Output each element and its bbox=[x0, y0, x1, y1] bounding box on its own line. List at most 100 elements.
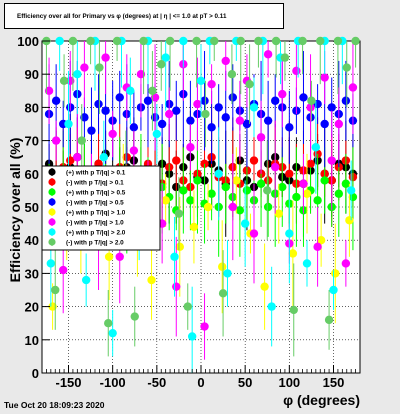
data-point bbox=[232, 176, 241, 185]
data-point bbox=[115, 252, 124, 261]
data-point bbox=[186, 116, 195, 125]
legend-entry: (-) with p T/|q| > 1.0 bbox=[66, 220, 124, 227]
data-point bbox=[59, 265, 68, 275]
data-point bbox=[331, 269, 340, 278]
data-point bbox=[311, 143, 321, 152]
data-point bbox=[329, 285, 338, 295]
data-point bbox=[348, 83, 358, 92]
x-tick-label: 0 bbox=[197, 375, 204, 390]
data-point bbox=[170, 252, 179, 261]
data-point bbox=[288, 249, 298, 258]
legend-entry: (-) with p T/|q| > 0.5 bbox=[66, 200, 124, 207]
x-axis-label: φ (degrees) bbox=[283, 392, 360, 408]
data-point bbox=[95, 63, 104, 72]
data-point bbox=[101, 53, 110, 62]
data-point bbox=[285, 169, 294, 178]
data-point bbox=[147, 275, 156, 285]
data-point bbox=[320, 73, 329, 82]
data-point bbox=[263, 186, 272, 195]
axes: -150 -100 -50 0 50 100 150 0 10 20 30 40 50 60 70 80 90 1… bbox=[17, 34, 356, 390]
data-point bbox=[187, 332, 197, 341]
data-point bbox=[55, 36, 64, 46]
data-point bbox=[228, 202, 237, 212]
data-point bbox=[81, 275, 91, 285]
data-point bbox=[172, 106, 181, 115]
legend-marker bbox=[48, 218, 56, 226]
data-point bbox=[298, 36, 307, 46]
y-tick-label: 0 bbox=[32, 366, 39, 381]
data-point bbox=[214, 169, 223, 178]
data-point bbox=[292, 192, 301, 202]
data-point bbox=[242, 119, 252, 129]
data-point bbox=[278, 89, 287, 99]
data-point bbox=[161, 53, 170, 62]
data-point bbox=[73, 70, 82, 79]
data-point bbox=[256, 133, 266, 142]
y-tick-label: 50 bbox=[25, 200, 39, 215]
data-point bbox=[99, 153, 109, 162]
legend-entry: (+) with p T/|q| > 0.1 bbox=[66, 170, 126, 177]
data-point bbox=[179, 186, 188, 195]
y-tick-label: 80 bbox=[25, 100, 39, 115]
data-point bbox=[235, 116, 245, 125]
data-point bbox=[285, 229, 294, 238]
data-point bbox=[263, 116, 273, 125]
data-point bbox=[235, 206, 245, 215]
data-point bbox=[80, 113, 89, 122]
data-point bbox=[306, 103, 315, 112]
legend-box bbox=[41, 165, 161, 251]
data-point bbox=[263, 50, 273, 59]
x-tick-label: 150 bbox=[323, 375, 345, 390]
data-point bbox=[327, 103, 336, 112]
legend-entry: (+) with p T/|q| > 2.0 bbox=[66, 230, 126, 237]
data-point bbox=[157, 119, 167, 129]
data-point bbox=[341, 179, 351, 188]
data-point bbox=[165, 109, 174, 119]
data-point bbox=[143, 96, 153, 105]
data-point bbox=[221, 182, 230, 192]
data-point bbox=[278, 182, 287, 192]
data-point bbox=[68, 36, 78, 46]
data-point bbox=[292, 66, 301, 76]
data-point bbox=[179, 36, 188, 46]
data-point bbox=[86, 36, 95, 46]
data-point bbox=[324, 315, 334, 325]
data-point bbox=[346, 186, 356, 195]
data-point bbox=[150, 93, 160, 102]
data-point bbox=[77, 136, 86, 145]
legend-entry: (+) with p T/|q| > 1.0 bbox=[66, 210, 126, 217]
data-point bbox=[152, 129, 162, 139]
y-tick-label: 10 bbox=[25, 333, 39, 348]
data-point bbox=[316, 236, 326, 245]
data-point bbox=[274, 209, 283, 218]
x-tick-label: 50 bbox=[238, 375, 252, 390]
y-tick-label: 100 bbox=[17, 34, 39, 49]
data-point bbox=[203, 202, 213, 212]
data-point bbox=[129, 123, 139, 132]
data-point bbox=[271, 96, 280, 105]
x-tick-label: -150 bbox=[55, 375, 81, 390]
data-point bbox=[327, 156, 336, 165]
data-point bbox=[316, 36, 325, 46]
data-point bbox=[351, 36, 360, 46]
data-point bbox=[104, 252, 114, 261]
data-point bbox=[342, 63, 351, 72]
data-point bbox=[249, 156, 259, 165]
data-point bbox=[320, 119, 329, 129]
data-point bbox=[249, 103, 259, 112]
timestamp: Tue Oct 20 18:09:23 2020 bbox=[4, 400, 105, 410]
data-point bbox=[59, 76, 69, 86]
data-point bbox=[80, 63, 89, 72]
data-point bbox=[271, 162, 280, 172]
data-point bbox=[161, 196, 170, 205]
data-point bbox=[108, 328, 117, 338]
data-point bbox=[129, 146, 139, 155]
data-point bbox=[193, 99, 202, 109]
x-tick-label: -100 bbox=[100, 375, 126, 390]
data-point bbox=[302, 259, 312, 268]
data-point bbox=[333, 36, 343, 46]
data-point bbox=[260, 282, 269, 291]
data-point bbox=[320, 176, 329, 185]
data-point bbox=[207, 123, 216, 132]
